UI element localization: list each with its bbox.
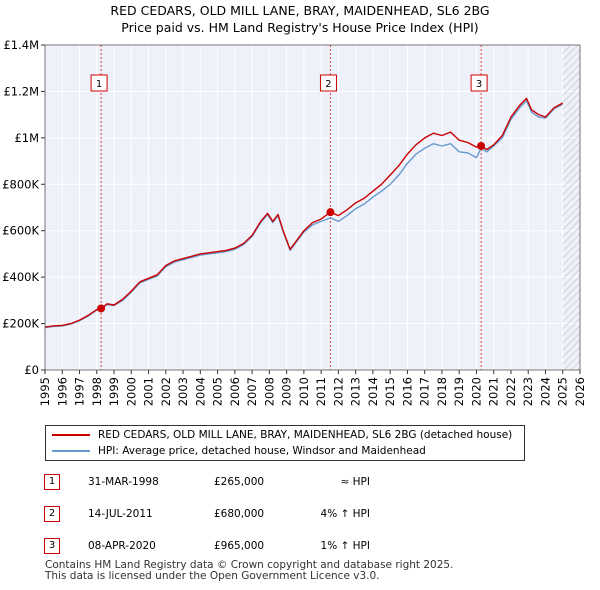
x-tick-label: 2018 [435,377,449,406]
transaction-date: 31-MAR-1998 [88,476,159,488]
transaction-hpi: 1% ↑ HPI [320,540,370,552]
x-tick-label: 2005 [211,377,225,406]
transaction-row: 2 14-JUL-2011 £680,000 4% ↑ HPI [44,506,564,524]
x-tick-label: 2004 [193,377,207,406]
chart-subtitle: Price paid vs. HM Land Registry's House … [121,20,479,35]
transaction-hpi: 4% ↑ HPI [320,508,370,520]
transaction-price: £965,000 [214,540,265,552]
x-tick-label: 2013 [349,377,363,406]
y-tick-label: £0 [24,363,39,377]
x-tick-label: 1997 [73,377,87,406]
x-tick-label: 2003 [176,377,190,406]
sale-point [326,208,335,217]
x-tick-label: 2014 [366,377,380,406]
license-note: This data is licensed under the Open Gov… [45,570,380,582]
transaction-number: 2 [44,506,60,522]
transaction-row: 1 31-MAR-1998 £265,000 ≈ HPI [44,474,564,492]
x-tick-label: 2017 [418,377,432,406]
x-tick-label: 2011 [314,377,328,406]
y-tick-label: £600K [2,224,39,238]
sale-label-box [90,74,108,92]
sale-label-number: 3 [476,79,482,90]
x-tick-label: 2009 [280,377,294,406]
x-tick-label: 2006 [228,377,242,406]
x-tick-label: 2010 [297,377,311,406]
y-tick-label: £1.4M [3,38,39,52]
x-tick-label: 1995 [38,377,52,406]
x-tick-label: 2021 [487,377,501,406]
x-tick-label: 2020 [469,377,483,406]
x-tick-label: 2007 [245,377,259,406]
transaction-number: 1 [44,474,60,490]
forecast-hatch-area [562,45,580,370]
y-tick-label: £800K [2,177,39,191]
legend-hpi-line [52,450,90,452]
x-tick-label: 1996 [55,377,69,406]
transaction-price: £265,000 [214,476,265,488]
x-tick-label: 2026 [573,377,587,406]
x-tick-label: 2008 [262,377,276,406]
footer: Contains HM Land Registry data © Crown c… [45,560,453,582]
x-tick-label: 2019 [452,377,466,406]
sale-point [477,141,486,150]
legend-property-line [52,434,90,436]
plot-border [44,44,581,371]
sale-point [97,304,106,313]
sale-label-box [319,74,337,92]
legend-property-label: RED CEDARS, OLD MILL LANE, BRAY, MAIDENH… [98,429,513,441]
price-chart: 1 2 3 £0 £200K £400K £600K £800K £1M £1.2M £1.4M 1… [2,38,587,406]
x-tick-label: 1998 [90,377,104,406]
x-tick-label: 2022 [504,377,518,406]
transaction-hpi: ≈ HPI [340,476,370,488]
x-tick-label: 2002 [159,377,173,406]
x-tick-label: 2000 [124,377,138,406]
transaction-date: 14-JUL-2011 [88,508,153,520]
sale-label-number: 1 [96,79,102,90]
x-tick-label: 2016 [400,377,414,406]
x-tick-label: 2025 [556,377,570,406]
sale-label-number: 2 [325,79,331,90]
y-tick-label: £200K [2,317,39,331]
transaction-price: £680,000 [214,508,265,520]
legend-item-hpi: HPI: Average price, detached house, Wind… [52,443,426,459]
transaction-number: 3 [44,538,60,554]
transaction-date: 08-APR-2020 [88,540,156,552]
x-tick-label: 1999 [107,377,121,406]
x-tick-label: 2024 [538,377,552,406]
x-tick-label: 2001 [142,377,156,406]
x-tick-label: 2023 [521,377,535,406]
y-tick-label: £1M [14,131,39,145]
legend-item-property: RED CEDARS, OLD MILL LANE, BRAY, MAIDENH… [52,427,512,443]
legend-hpi-label: HPI: Average price, detached house, Wind… [98,445,426,457]
transaction-row: 3 08-APR-2020 £965,000 1% ↑ HPI [44,538,564,556]
y-tick-label: £1.2M [3,84,39,98]
plot-area [45,45,580,370]
sale-label-box [470,74,488,92]
legend: RED CEDARS, OLD MILL LANE, BRAY, MAIDENH… [45,425,525,461]
copyright-note: Contains HM Land Registry data © Crown c… [45,559,454,571]
x-tick-label: 2015 [383,377,397,406]
y-tick-label: £400K [2,270,39,284]
chart-title: RED CEDARS, OLD MILL LANE, BRAY, MAIDENH… [110,3,490,18]
x-tick-label: 2012 [331,377,345,406]
